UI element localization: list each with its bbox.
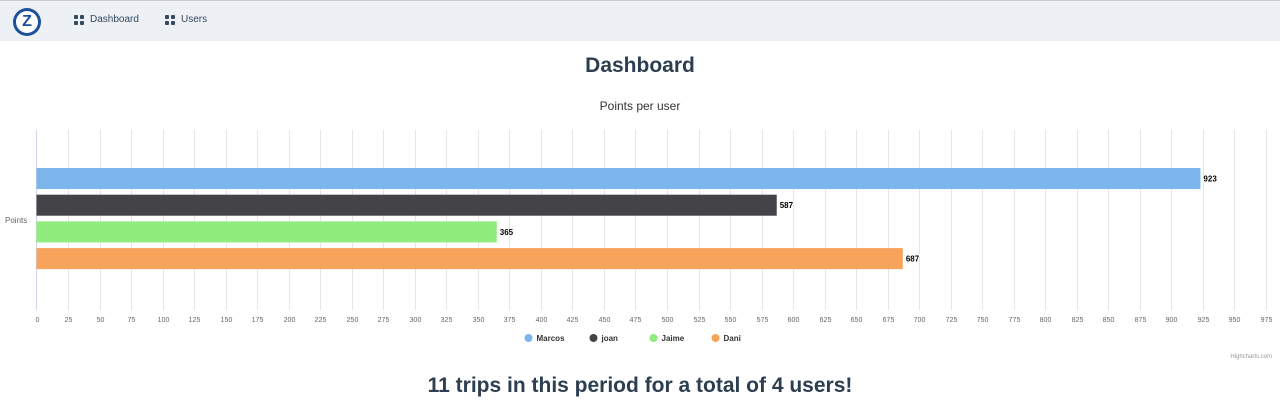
- x-tick-label: 600: [788, 317, 800, 324]
- x-tick-label: 75: [128, 317, 136, 324]
- x-tick-label: 925: [1198, 317, 1210, 324]
- legend-symbol: [711, 334, 720, 342]
- x-tick-label: 900: [1166, 317, 1178, 324]
- nav-item-label: Dashboard: [90, 14, 139, 25]
- data-label: 687: [906, 255, 920, 264]
- x-tick-label: 650: [851, 317, 863, 324]
- legend-label: Dani: [724, 334, 741, 343]
- bar-jaime: [36, 221, 497, 243]
- data-label: 587: [780, 201, 794, 210]
- x-tick-label: 675: [883, 317, 895, 324]
- logo-circle: Z: [16, 11, 38, 33]
- legend-item-jaime[interactable]: Jaime: [649, 334, 685, 343]
- x-tick-label: 175: [252, 317, 264, 324]
- x-tick-label: 0: [36, 317, 40, 324]
- x-tick-label: 700: [914, 317, 926, 324]
- chart-bars: [36, 168, 1201, 270]
- x-tick-label: 200: [284, 317, 296, 324]
- x-tick-label: 725: [946, 317, 958, 324]
- chart-grid: [68, 130, 1267, 310]
- x-tick-label: 550: [725, 317, 737, 324]
- x-tick-label: 250: [347, 317, 359, 324]
- x-tick-label: 225: [315, 317, 327, 324]
- chart-title: Points per user: [600, 99, 681, 113]
- x-tick-label: 525: [694, 317, 706, 324]
- category-label: Points: [5, 216, 27, 225]
- chart-credits[interactable]: Highcharts.com: [1230, 354, 1272, 360]
- x-tick-label: 800: [1040, 317, 1052, 324]
- legend-symbol: [589, 334, 598, 342]
- x-tick-label: 325: [441, 317, 453, 324]
- legend-label: Marcos: [537, 334, 566, 343]
- legend-item-marcos[interactable]: Marcos: [524, 334, 566, 343]
- x-tick-label: 975: [1261, 317, 1273, 324]
- x-tick-label: 125: [189, 317, 201, 324]
- nav-item-label: Users: [181, 14, 208, 25]
- brand-logo[interactable]: Z: [13, 8, 41, 36]
- bar-marcos: [36, 168, 1201, 189]
- nav-item-users[interactable]: Users: [165, 14, 207, 25]
- x-tick-label: 850: [1103, 317, 1115, 324]
- chart-svg: Points per user Points 923 587 365 687 0 25 5…: [5, 99, 1273, 360]
- chart-x-ticks: 0 25 50 75 100 125 150 175 200 225 250 275 300 325 350…: [36, 317, 1273, 324]
- x-tick-label: 950: [1229, 317, 1241, 324]
- x-tick-label: 475: [630, 317, 642, 324]
- trips-summary: 11 trips in this period for a total of 4…: [427, 374, 853, 397]
- users-icon: [165, 14, 175, 25]
- x-tick-label: 275: [378, 317, 390, 324]
- x-tick-label: 150: [221, 317, 233, 324]
- bar-joan: [36, 194, 777, 216]
- x-tick-label: 825: [1072, 317, 1084, 324]
- x-tick-label: 500: [662, 317, 674, 324]
- x-tick-label: 875: [1135, 317, 1147, 324]
- x-tick-label: 775: [1009, 317, 1021, 324]
- x-tick-label: 300: [410, 317, 422, 324]
- top-navbar: Z Dashboard Users: [0, 0, 1280, 41]
- chart-legend[interactable]: Marcos joan Jaime Dani: [524, 334, 741, 343]
- legend-item-joan[interactable]: joan: [589, 334, 619, 343]
- x-tick-label: 25: [65, 317, 73, 324]
- x-tick-label: 750: [977, 317, 989, 324]
- logo-letter: Z: [22, 13, 32, 30]
- x-tick-label: 50: [97, 317, 105, 324]
- page-title: Dashboard: [585, 54, 695, 77]
- legend-label: Jaime: [662, 334, 685, 343]
- points-chart: Points per user Points 923 587 365 687 0 25 5…: [0, 90, 1280, 365]
- x-tick-label: 400: [536, 317, 548, 324]
- x-tick-label: 450: [599, 317, 611, 324]
- chart-data-labels: 923 587 365 687: [499, 174, 1219, 265]
- x-tick-label: 375: [504, 317, 516, 324]
- x-tick-label: 350: [473, 317, 485, 324]
- legend-item-dani[interactable]: Dani: [711, 334, 741, 343]
- x-tick-label: 575: [757, 317, 769, 324]
- x-tick-label: 625: [820, 317, 832, 324]
- bar-dani: [36, 248, 903, 270]
- data-label: 365: [500, 228, 514, 237]
- legend-symbol: [649, 334, 658, 342]
- data-label: 923: [1203, 175, 1217, 184]
- x-tick-label: 100: [158, 317, 170, 324]
- legend-symbol: [524, 334, 533, 342]
- x-tick-label: 425: [567, 317, 579, 324]
- legend-label: joan: [601, 334, 619, 343]
- nav-item-dashboard[interactable]: Dashboard: [74, 14, 139, 25]
- dashboard-icon: [74, 14, 84, 25]
